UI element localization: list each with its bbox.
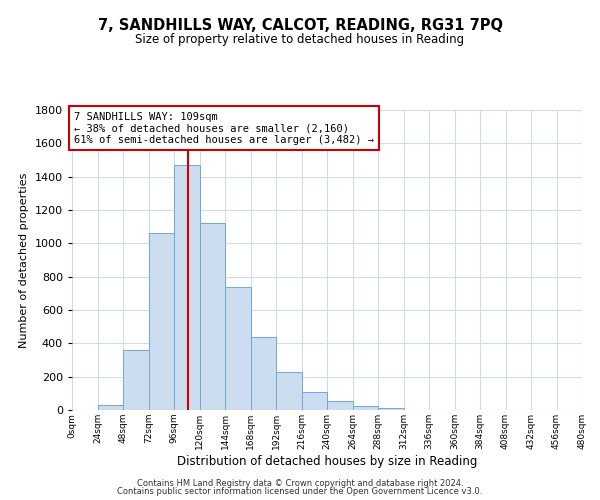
Bar bbox=[251, 336, 276, 410]
Bar bbox=[149, 234, 174, 410]
Bar bbox=[302, 392, 327, 410]
Bar bbox=[225, 286, 251, 410]
Text: Contains public sector information licensed under the Open Government Licence v3: Contains public sector information licen… bbox=[118, 487, 482, 496]
Bar bbox=[123, 350, 149, 410]
Bar bbox=[97, 405, 123, 410]
Text: 7 SANDHILLS WAY: 109sqm
← 38% of detached houses are smaller (2,160)
61% of semi: 7 SANDHILLS WAY: 109sqm ← 38% of detache… bbox=[74, 112, 374, 145]
Bar bbox=[378, 408, 404, 410]
Bar bbox=[353, 406, 378, 410]
Bar bbox=[174, 165, 199, 410]
Text: 7, SANDHILLS WAY, CALCOT, READING, RG31 7PQ: 7, SANDHILLS WAY, CALCOT, READING, RG31 … bbox=[97, 18, 503, 32]
X-axis label: Distribution of detached houses by size in Reading: Distribution of detached houses by size … bbox=[177, 454, 477, 468]
Y-axis label: Number of detached properties: Number of detached properties bbox=[19, 172, 29, 348]
Bar bbox=[276, 372, 302, 410]
Text: Size of property relative to detached houses in Reading: Size of property relative to detached ho… bbox=[136, 32, 464, 46]
Bar bbox=[199, 224, 225, 410]
Bar bbox=[327, 401, 353, 410]
Text: Contains HM Land Registry data © Crown copyright and database right 2024.: Contains HM Land Registry data © Crown c… bbox=[137, 478, 463, 488]
